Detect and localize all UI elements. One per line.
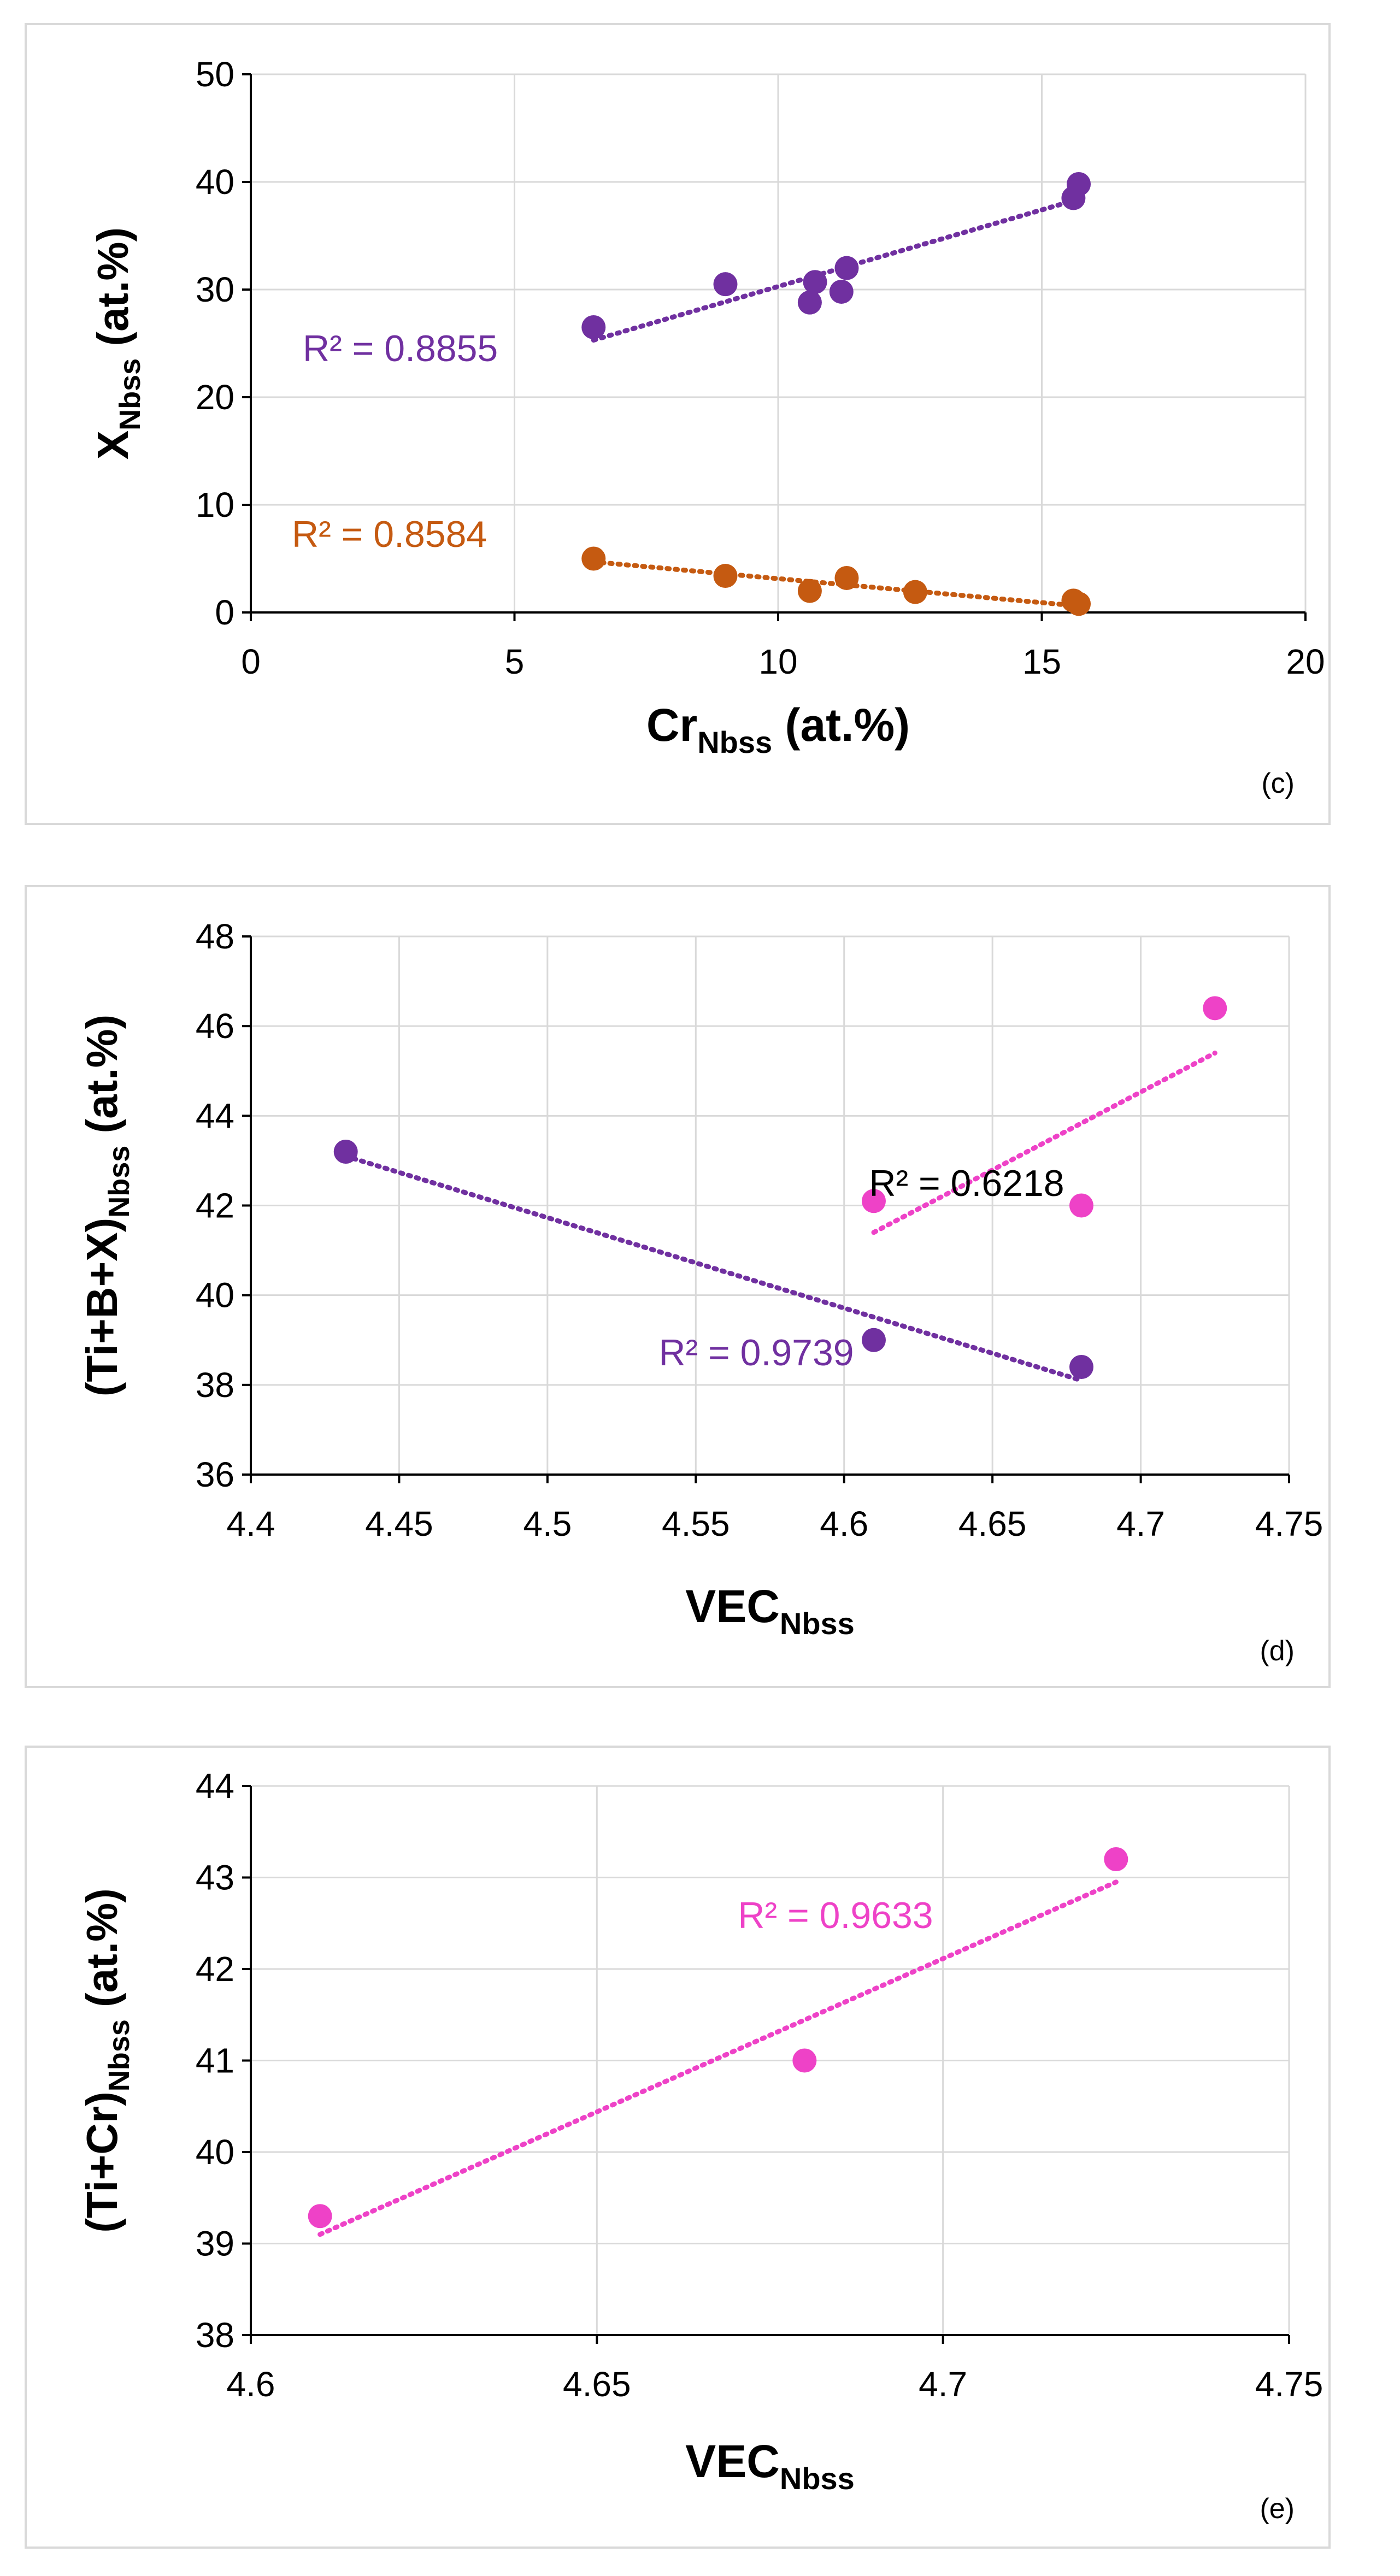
x-tick-label: 4.6 (820, 1504, 868, 1543)
data-point-upper (581, 315, 606, 339)
y-axis-title: (Ti+B+X)Nbss (at.%) (78, 1015, 136, 1397)
x-tick-label: 4.65 (563, 2365, 631, 2404)
y-tick-label: 39 (196, 2224, 234, 2263)
y-axis-title: (Ti+Cr)Nbss (at.%) (78, 1888, 136, 2233)
trendline-lower (591, 559, 1081, 609)
y-axis-title-unit: (at.%) (89, 227, 137, 358)
r-squared-label-upper: R² = 0.8855 (303, 328, 498, 369)
x-tick-label: 4.7 (919, 2365, 967, 2404)
y-tick-label: 42 (196, 1186, 234, 1225)
data-point-pink (792, 2048, 817, 2073)
y-tick-label: 38 (196, 1365, 234, 1405)
x-axis-title-subscript: Nbss (697, 725, 772, 759)
r-squared-label-pink: R² = 0.9633 (738, 1895, 933, 1936)
y-axis-title-subscript: Nbss (114, 358, 146, 431)
y-axis-title-subscript: Nbss (103, 1146, 136, 1218)
r-squared-label-purple: R² = 0.9739 (658, 1332, 854, 1374)
y-tick-label: 10 (196, 485, 234, 524)
chart-d: 36 38 40 42 44 46 48 4.4 4.45 4.5 4.55 4.6 4.65 4.7 4.… (78, 917, 1323, 1667)
y-axis-title-unit: (at.%) (78, 1015, 126, 1146)
chart-panel-e: 38 39 40 41 42 43 44 4.6 4.65 4.7 4.75 VECNbss (Ti+C… (25, 1746, 1331, 2549)
data-point-upper (797, 290, 822, 315)
x-tick-label: 4.7 (1116, 1504, 1165, 1543)
r-squared-label-pink: R² = 0.6218 (869, 1163, 1064, 1204)
trendline-pink (871, 1050, 1217, 1235)
data-point-lower (797, 579, 822, 603)
trendline-purple (343, 1153, 1084, 1383)
data-point-pink (308, 2204, 332, 2229)
x-axis-title-subscript: Nbss (780, 1606, 855, 1641)
r-squared-label-lower: R² = 0.8584 (292, 514, 487, 555)
x-axis-title-main: VEC (685, 1581, 780, 1632)
y-axis-title-subscript: Nbss (103, 2019, 136, 2091)
y-tick-label: 30 (196, 270, 234, 309)
data-point-purple (333, 1140, 358, 1164)
data-point-purple (1069, 1355, 1093, 1379)
x-tick-label: 4.45 (365, 1504, 433, 1543)
y-tick-label: 48 (196, 917, 234, 956)
x-tick-label: 15 (1022, 642, 1061, 681)
y-axis-title-main: (Ti+Cr) (78, 2091, 126, 2233)
y-tick-label: 41 (196, 2041, 234, 2080)
data-point-upper (1067, 172, 1091, 196)
y-axis-title-main: X (89, 431, 137, 459)
x-tick-label: 4.65 (958, 1504, 1027, 1543)
x-tick-label: 4.5 (523, 1504, 572, 1543)
panel-label: (e) (1260, 2493, 1295, 2525)
y-tick-label: 42 (196, 1949, 234, 1989)
x-axis-title-main: Cr (646, 699, 697, 751)
data-point-upper (803, 270, 827, 294)
y-tick-label: 50 (196, 55, 234, 94)
y-tick-label: 44 (196, 1766, 234, 1806)
y-tick-label: 36 (196, 1455, 234, 1494)
data-point-pink (1069, 1193, 1093, 1218)
x-axis-title-main: VEC (685, 2436, 780, 2487)
y-tick-label: 20 (196, 378, 234, 417)
chart-panel-c: 0 10 20 30 40 50 0 5 10 15 20 CrNbss (at.%) XNbss (a… (25, 23, 1331, 825)
x-axis-title-unit: (at.%) (772, 699, 910, 751)
x-axis-title: VECNbss (685, 1581, 855, 1641)
panel-label: (d) (1260, 1635, 1295, 1667)
x-tick-label: 4.75 (1255, 2365, 1323, 2404)
x-tick-label: 10 (758, 642, 797, 681)
x-axis-title: CrNbss (at.%) (646, 699, 910, 759)
data-point-pink (1104, 1847, 1128, 1871)
x-axis-title-subscript: Nbss (780, 2461, 855, 2496)
y-axis-title: XNbss (at.%) (89, 227, 146, 459)
x-tick-label: 4.55 (662, 1504, 730, 1543)
x-axis-title: VECNbss (685, 2436, 855, 2496)
y-tick-label: 40 (196, 162, 234, 202)
data-point-lower (581, 546, 606, 571)
data-point-purple (862, 1328, 886, 1352)
y-tick-label: 40 (196, 2132, 234, 2172)
x-tick-label: 4.75 (1255, 1504, 1323, 1543)
data-point-lower (834, 565, 859, 590)
data-point-upper (713, 272, 738, 297)
x-tick-label: 0 (241, 642, 261, 681)
y-tick-label: 46 (196, 1006, 234, 1046)
x-tick-label: 5 (505, 642, 525, 681)
y-tick-label: 0 (215, 593, 234, 632)
data-point-upper (829, 279, 854, 304)
chart-panel-d: 36 38 40 42 44 46 48 4.4 4.45 4.5 4.55 4.6 4.65 4.7 4.… (25, 885, 1331, 1688)
data-point-lower (903, 580, 927, 604)
y-tick-label: 40 (196, 1276, 234, 1315)
data-point-lower (713, 564, 738, 588)
y-tick-label: 43 (196, 1858, 234, 1897)
x-tick-label: 4.4 (227, 1504, 275, 1543)
data-point-lower (1067, 592, 1091, 616)
data-point-pink (1203, 996, 1227, 1021)
x-tick-label: 4.6 (227, 2365, 275, 2404)
y-tick-label: 38 (196, 2315, 234, 2355)
x-tick-label: 20 (1286, 642, 1325, 681)
y-axis-title-unit: (at.%) (78, 1888, 126, 2019)
y-tick-label: 44 (196, 1096, 234, 1135)
data-point-upper (834, 256, 859, 280)
data-point-pink (862, 1189, 886, 1213)
trendline-pink (317, 1879, 1119, 2237)
y-axis-title-main: (Ti+B+X) (78, 1218, 126, 1397)
panel-label: (c) (1261, 768, 1295, 799)
